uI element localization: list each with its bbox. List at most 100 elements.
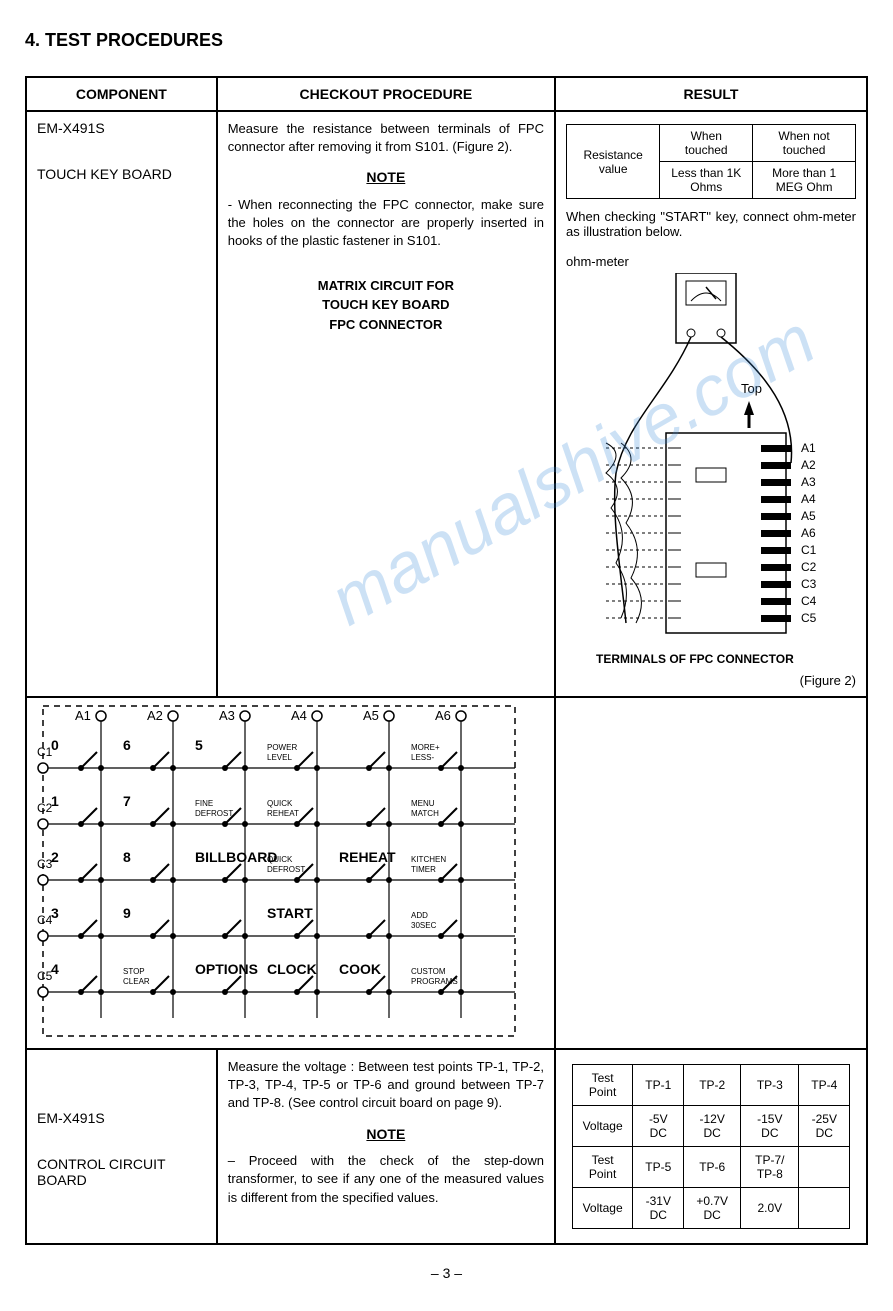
- svg-text:LESS-: LESS-: [411, 753, 434, 762]
- svg-text:4: 4: [51, 961, 59, 977]
- svg-text:REHEAT: REHEAT: [267, 809, 299, 818]
- svg-text:DEFROST: DEFROST: [267, 865, 305, 874]
- resistance-table: Resistance value When touched When not t…: [566, 124, 856, 199]
- tp-v2-3: [799, 1188, 850, 1229]
- svg-text:C2: C2: [801, 560, 817, 574]
- proc1-note: - When reconnecting the FPC connector, m…: [228, 196, 544, 251]
- tp-v1-0: -5V DC: [633, 1106, 684, 1147]
- tp-v2-0: -31V DC: [633, 1188, 684, 1229]
- result-note-1: When checking "START" key, connect ohm-m…: [566, 209, 856, 239]
- section-number: 4.: [25, 30, 40, 50]
- matrix-l1: MATRIX CIRCUIT FOR: [318, 278, 454, 293]
- svg-text:0: 0: [51, 737, 59, 753]
- svg-text:8: 8: [123, 849, 131, 865]
- figure-label: (Figure 2): [566, 673, 856, 688]
- component-cell-1: EM-X491S TOUCH KEY BOARD: [26, 111, 217, 697]
- matrix-l3: FPC CONNECTOR: [329, 317, 442, 332]
- matrix-diagram-cell: A1A2A3A4A5A6C1C2C3C4C5065POWERLEVELMORE+…: [26, 697, 555, 1049]
- svg-text:A2: A2: [147, 708, 163, 723]
- tp-v2-2: 2.0V: [741, 1188, 799, 1229]
- svg-text:C5: C5: [801, 611, 817, 625]
- top-label: Top: [741, 381, 762, 396]
- tp-label-1: Test Point: [572, 1065, 633, 1106]
- svg-text:A1: A1: [75, 708, 91, 723]
- v-label-2: Voltage: [572, 1188, 633, 1229]
- tp-v2-1: +0.7V DC: [684, 1188, 741, 1229]
- tp-r2-0: TP-5: [633, 1147, 684, 1188]
- svg-text:9: 9: [123, 905, 131, 921]
- svg-text:PROGRAMS: PROGRAMS: [411, 977, 458, 986]
- res-nottouched-v: More than 1 MEG Ohm: [753, 162, 856, 199]
- tp-label-2: Test Point: [572, 1147, 633, 1188]
- svg-text:MORE+: MORE+: [411, 743, 440, 752]
- svg-text:A3: A3: [801, 475, 816, 489]
- tp-r1-0: TP-1: [633, 1065, 684, 1106]
- svg-text:30SEC: 30SEC: [411, 921, 437, 930]
- svg-text:C4: C4: [801, 594, 817, 608]
- tp-r1-1: TP-2: [684, 1065, 741, 1106]
- proc1-note-label: NOTE: [228, 168, 544, 188]
- svg-text:1: 1: [51, 793, 59, 809]
- svg-text:BILLBOARD: BILLBOARD: [195, 849, 277, 865]
- section-title: 4. TEST PROCEDURES: [25, 30, 868, 51]
- svg-text:COOK: COOK: [339, 961, 381, 977]
- model-1: EM-X491S: [37, 120, 206, 136]
- svg-text:CLOCK: CLOCK: [267, 961, 317, 977]
- procedure-cell-2: Measure the voltage : Between test point…: [217, 1049, 555, 1244]
- svg-text:A5: A5: [363, 708, 379, 723]
- svg-text:A4: A4: [801, 492, 816, 506]
- svg-text:POWER: POWER: [267, 743, 297, 752]
- partname-1: TOUCH KEY BOARD: [37, 166, 206, 182]
- svg-text:5: 5: [195, 737, 203, 753]
- testpoint-table: Test Point TP-1 TP-2 TP-3 TP-4 Voltage -…: [572, 1064, 850, 1229]
- svg-text:KITCHEN: KITCHEN: [411, 855, 446, 864]
- proc2-note: – Proceed with the check of the step-dow…: [228, 1152, 544, 1207]
- header-component: COMPONENT: [26, 77, 217, 111]
- svg-text:A5: A5: [801, 509, 816, 523]
- ohm-meter-label: ohm-meter: [566, 254, 856, 269]
- tp-r1-2: TP-3: [741, 1065, 799, 1106]
- matrix-circuit-diagram: A1A2A3A4A5A6C1C2C3C4C5065POWERLEVELMORE+…: [33, 698, 523, 1038]
- svg-text:CLEAR: CLEAR: [123, 977, 150, 986]
- svg-text:2: 2: [51, 849, 59, 865]
- fpc-connector-diagram: Top A1A2A3A4A5A6C1C2C3C4C5 TERMINALS OF …: [566, 273, 856, 673]
- svg-text:CUSTOM: CUSTOM: [411, 967, 446, 976]
- tp-r1-3: TP-4: [799, 1065, 850, 1106]
- tp-v1-1: -12V DC: [684, 1106, 741, 1147]
- res-touched-v: Less than 1K Ohms: [660, 162, 753, 199]
- svg-text:A4: A4: [291, 708, 307, 723]
- result-cell-1b: [555, 697, 867, 1049]
- svg-text:A6: A6: [801, 526, 816, 540]
- res-touched-h: When touched: [660, 125, 753, 162]
- fpc-title: TERMINALS OF FPC CONNECTOR: [596, 652, 794, 666]
- svg-text:A6: A6: [435, 708, 451, 723]
- proc1-p1: Measure the resistance between terminals…: [228, 120, 544, 156]
- proc2-p1: Measure the voltage : Between test point…: [228, 1058, 544, 1113]
- svg-text:OPTIONS: OPTIONS: [195, 961, 258, 977]
- svg-text:7: 7: [123, 793, 131, 809]
- svg-text:A2: A2: [801, 458, 816, 472]
- result-cell-2: Test Point TP-1 TP-2 TP-3 TP-4 Voltage -…: [555, 1049, 867, 1244]
- svg-text:TIMER: TIMER: [411, 865, 436, 874]
- svg-text:LEVEL: LEVEL: [267, 753, 292, 762]
- component-cell-2: EM-X491S CONTROL CIRCUIT BOARD: [26, 1049, 217, 1244]
- test-procedures-table: COMPONENT CHECKOUT PROCEDURE RESULT EM-X…: [25, 76, 868, 1245]
- res-label: Resistance value: [567, 125, 660, 199]
- partname-2: CONTROL CIRCUIT BOARD: [37, 1156, 206, 1188]
- svg-text:DEFROST: DEFROST: [195, 809, 233, 818]
- svg-text:A3: A3: [219, 708, 235, 723]
- tp-v1-2: -15V DC: [741, 1106, 799, 1147]
- model-2: EM-X491S: [37, 1110, 206, 1126]
- matrix-title: MATRIX CIRCUIT FOR TOUCH KEY BOARD FPC C…: [228, 276, 544, 335]
- page-number: – 3 –: [25, 1265, 868, 1281]
- svg-text:ADD: ADD: [411, 911, 428, 920]
- header-procedure: CHECKOUT PROCEDURE: [217, 77, 555, 111]
- v-label-1: Voltage: [572, 1106, 633, 1147]
- svg-text:START: START: [267, 905, 313, 921]
- svg-text:STOP: STOP: [123, 967, 145, 976]
- header-result: RESULT: [555, 77, 867, 111]
- svg-text:C1: C1: [801, 543, 817, 557]
- svg-text:FINE: FINE: [195, 799, 213, 808]
- section-title-text: TEST PROCEDURES: [45, 30, 223, 50]
- svg-text:C3: C3: [801, 577, 817, 591]
